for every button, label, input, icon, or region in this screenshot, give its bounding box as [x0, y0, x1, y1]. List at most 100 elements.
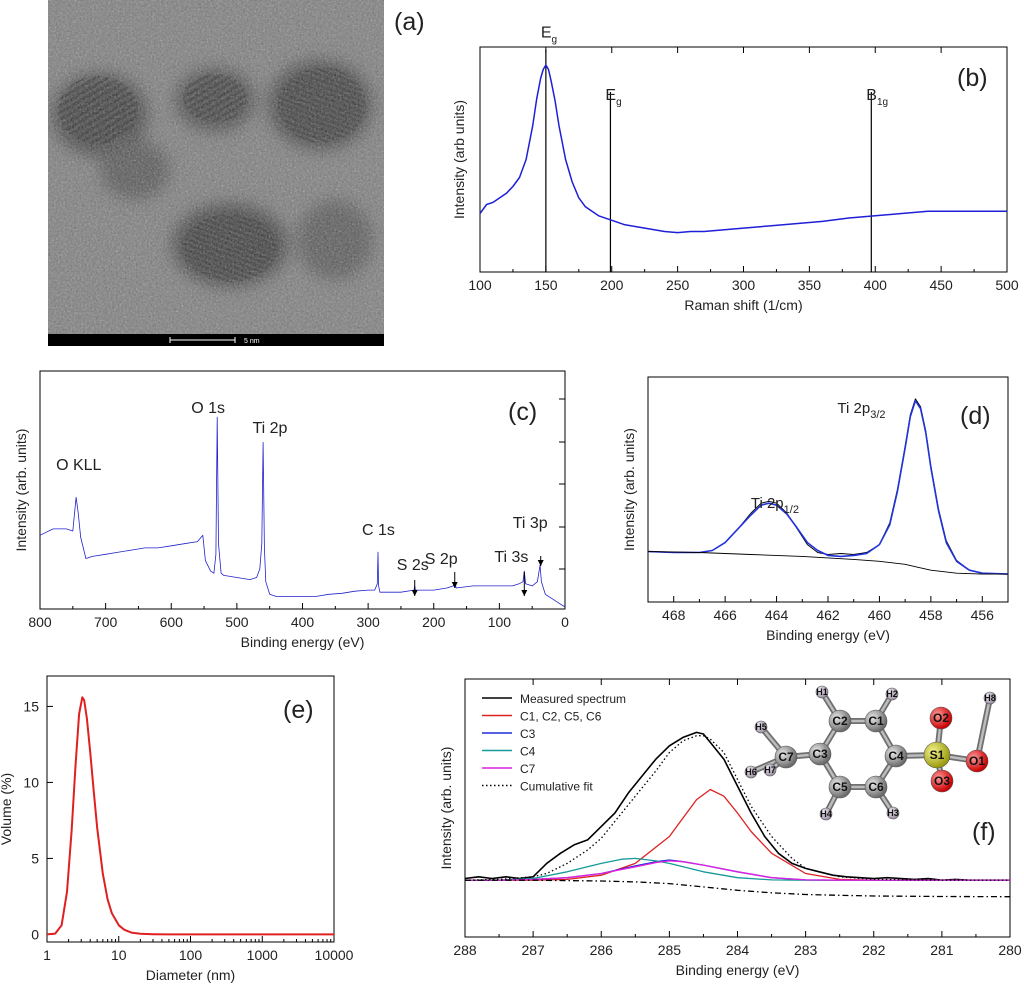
x-tick-label: 1	[43, 947, 51, 963]
molecule-inset: H1 H2 H5 C2 C1 O2 H8 C7 C3 C4 S1 O1 H6 H7 C5 C6 O3 H4 H3	[744, 685, 997, 821]
plot-frame	[647, 376, 1009, 603]
atom-label: H8	[984, 693, 996, 703]
legend-label: Cumulative fit	[520, 780, 593, 794]
x-tick-label: 200	[600, 277, 624, 293]
x-tick-label: 100	[468, 277, 492, 293]
atom-h8	[983, 691, 997, 705]
x-axis-label: Binding energy (eV)	[676, 962, 800, 978]
atom-label: H7	[764, 765, 776, 775]
peak-label: B1g	[866, 87, 888, 108]
peak-label: O KLL	[56, 457, 101, 474]
legend-label: Measured spectrum	[520, 692, 626, 706]
atom-label: O2	[933, 711, 949, 725]
x-tick-label: 468	[662, 607, 686, 623]
x-tick-label: 282	[862, 942, 886, 958]
peak-label: O 1s	[191, 400, 225, 417]
xps-survey-line	[39, 416, 566, 608]
x-tick-label: 281	[930, 942, 954, 958]
x-tick-label: 150	[534, 277, 558, 293]
size-distribution-line	[46, 696, 334, 936]
c7-line	[465, 860, 1010, 881]
x-tick-label: 200	[422, 614, 446, 630]
atom-c3	[808, 742, 832, 766]
atom-h4	[819, 807, 833, 821]
x-tick-label: 0	[561, 614, 569, 630]
atom-label: H3	[887, 808, 899, 818]
peak-label: Eg	[605, 87, 621, 108]
panel-c-xps-survey-chart: 800 700 600 500 400 300 200 100 0 Binding energy …	[13, 370, 569, 650]
atom-label: H1	[816, 687, 828, 697]
atom-h5	[754, 720, 768, 734]
x-tick-label: 10000	[315, 947, 354, 963]
atom-label: H6	[745, 767, 757, 777]
panel-letter-f: (f)	[972, 818, 996, 846]
panel-letter-a: (a)	[394, 8, 425, 36]
x-tick-label: 283	[794, 942, 818, 958]
atom-c4	[884, 744, 908, 768]
atom-c1	[864, 709, 888, 733]
panel-a-tem-image: 5 nm (a)	[48, 0, 425, 346]
x-tick-label: 466	[713, 607, 737, 623]
peak-arrowhead	[451, 582, 458, 588]
x-tick-label: 350	[798, 277, 822, 293]
atom-label: H4	[820, 809, 832, 819]
x-tick-label: 100	[488, 614, 512, 630]
x-tick-label: 450	[929, 277, 953, 293]
x-tick-label: 280	[998, 942, 1022, 958]
legend-label: C3	[520, 727, 536, 741]
x-tick-label: 500	[995, 277, 1019, 293]
ti2p-background-line	[647, 551, 1008, 575]
atom-c7	[774, 745, 798, 769]
atom-label: C6	[868, 780, 884, 794]
y-axis-label: Volume (%)	[0, 773, 14, 845]
background-line	[465, 879, 1011, 898]
peak-arrowhead	[537, 560, 544, 566]
x-tick-label: 800	[28, 614, 52, 630]
panel-letter-d: (d)	[960, 402, 991, 430]
atom-label: C7	[778, 750, 794, 764]
atom-s1	[923, 741, 951, 769]
raman-series-line	[479, 64, 1007, 234]
peak-label: Ti 3s	[494, 549, 528, 566]
peak-label: C 1s	[362, 522, 395, 539]
atom-c2	[828, 709, 852, 733]
x-tick-label: 600	[160, 614, 184, 630]
atom-label: C4	[888, 749, 904, 763]
atom-label: C2	[832, 714, 848, 728]
panel-letter-e: (e)	[283, 696, 314, 724]
x-tick-label: 100	[179, 947, 203, 963]
atom-label: C1	[868, 714, 884, 728]
x-tick-label: 300	[732, 277, 756, 293]
x-tick-label: 300	[356, 614, 380, 630]
panel-f-c1s-chart: 288 287 286 285 284 283 282 281 280 Binding energ…	[438, 678, 1022, 978]
y-axis-label: Intensity (arb units)	[451, 100, 467, 219]
panel-letter-c: (c)	[508, 398, 537, 426]
plot-frame	[39, 370, 566, 610]
tem-micrograph	[48, 0, 384, 334]
panel-e-size-distribution-chart: 1 10 100 1000 10000 0 5 10 15 Diameter (nm) Volume…	[0, 675, 354, 983]
ti2p-fit-line	[647, 399, 1009, 575]
x-tick-label: 287	[521, 942, 545, 958]
atom-label: O3	[934, 774, 950, 788]
atom-label: S1	[930, 748, 945, 762]
x-tick-label: 286	[590, 942, 614, 958]
x-tick-label: 458	[919, 607, 943, 623]
x-axis-label: Binding energy (eV)	[241, 634, 365, 650]
panel-letter-b: (b)	[957, 64, 988, 92]
atom-c5	[828, 775, 852, 799]
peak-label: Ti 2p	[252, 420, 287, 437]
c1-c2-c5-c6-line	[465, 788, 1010, 881]
atom-o2	[929, 706, 953, 730]
x-tick-label: 285	[658, 942, 682, 958]
atom-o1	[965, 749, 989, 773]
cumulative-fit-line	[464, 735, 1010, 881]
panel-d-ti2p-chart: 468 466 464 462 460 458 456 Binding energy (eV)…	[621, 376, 1009, 643]
peak-label: Ti 2p1/2	[751, 495, 799, 516]
peak-arrowhead	[411, 590, 418, 596]
atom-h6	[744, 765, 758, 779]
y-tick-label: 10	[23, 774, 39, 790]
x-tick-label: 456	[971, 607, 995, 623]
x-tick-label: 500	[225, 614, 249, 630]
tem-noise-texture	[48, 0, 384, 334]
atom-label: H2	[886, 689, 898, 699]
